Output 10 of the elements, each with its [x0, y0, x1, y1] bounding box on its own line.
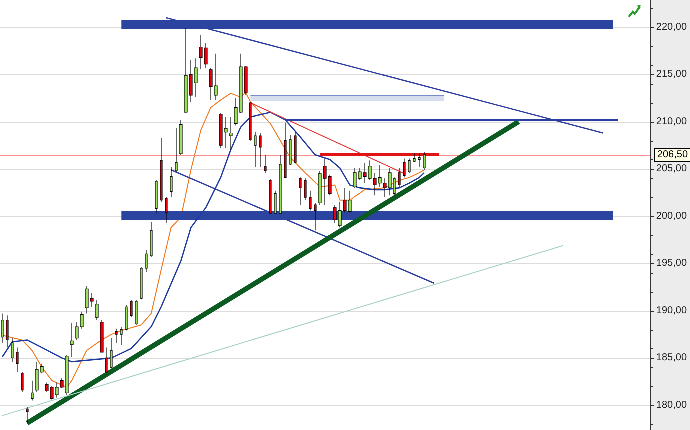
y-tick-label: 220,00	[656, 22, 688, 33]
y-tick-label: 190,00	[656, 305, 688, 316]
ref-line-label: 206,50	[657, 149, 688, 160]
y-tick-label: 185,00	[656, 352, 688, 364]
y-tick-label: 210,00	[656, 116, 688, 128]
y-tick-label: 205,00	[656, 164, 688, 175]
y-tick-label: 200,00	[656, 210, 688, 222]
y-tick-label: 215,00	[656, 69, 688, 80]
y-tick-label: 195,00	[656, 258, 688, 270]
y-tick-label: 180,00	[656, 400, 688, 411]
